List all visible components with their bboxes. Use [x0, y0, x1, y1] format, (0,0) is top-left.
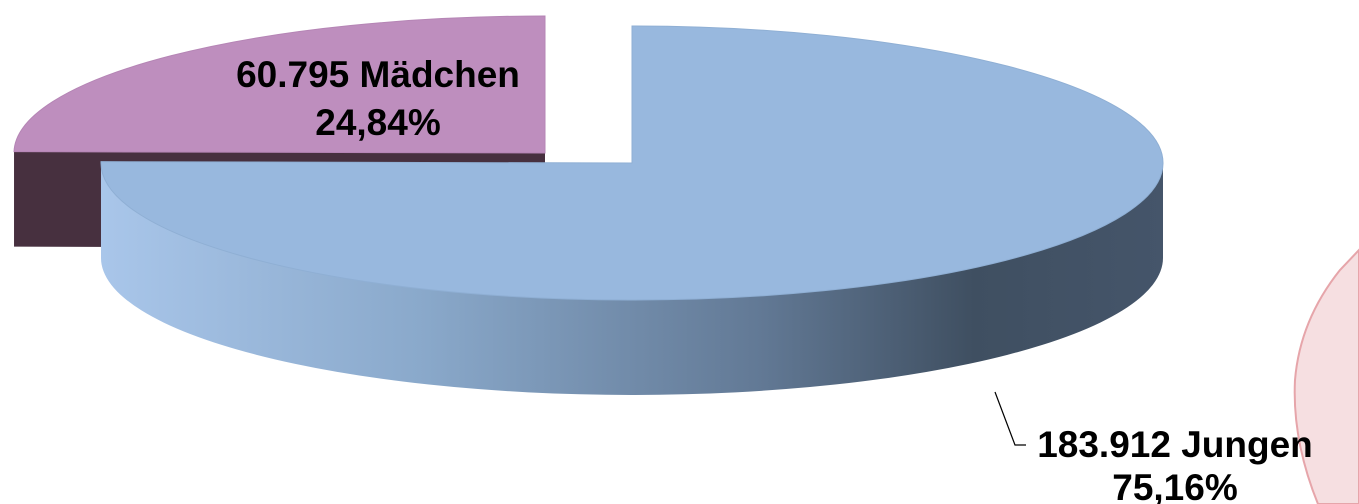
slice-label-jungen-percent: 75,16%	[1112, 467, 1238, 504]
slice-label-maedchen-count: 60.795 Mädchen	[236, 54, 520, 95]
slice-side-jungen	[101, 163, 1163, 395]
slice-label-maedchen-percent: 24,84%	[315, 102, 441, 143]
jungen-leader-line	[994, 391, 1026, 446]
slice-maedchen	[13, 15, 546, 154]
slice-label-jungen-count: 183.912 Jungen	[1037, 424, 1313, 465]
decorative-red-shape	[1293, 248, 1359, 504]
slice-jungen	[100, 25, 1164, 301]
